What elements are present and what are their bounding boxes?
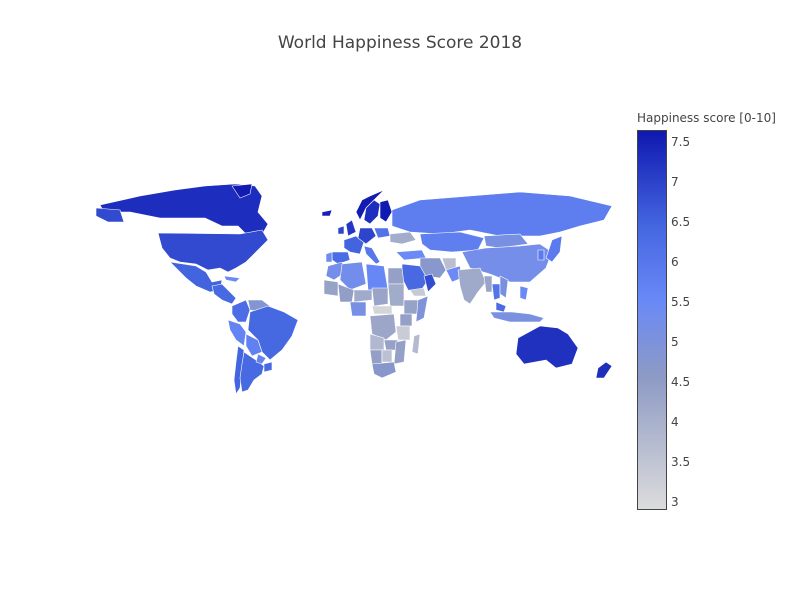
country-ethiopia[interactable]: Ethiopia: 4.35 — [403, 299, 419, 315]
country-central-african-republic[interactable]: Central African Republic: 3.08 — [371, 305, 393, 315]
colorbar — [637, 130, 667, 510]
country-egypt[interactable]: Egypt: 4.42 — [387, 267, 405, 285]
country-greenland[interactable]: Greenland: 7.6 — [231, 183, 253, 199]
country-united-kingdom[interactable]: United Kingdom: 7.19 — [345, 219, 357, 237]
country-united-states[interactable]: United States: 6.89 — [95, 207, 269, 273]
country-paraguay[interactable]: Paraguay: 5.68 — [255, 353, 267, 365]
country-ukraine[interactable]: Ukraine: 4.1 — [389, 231, 417, 245]
country-tanzania[interactable]: Tanzania: 3.3 — [395, 325, 411, 341]
colorbar-tick: 3.5 — [671, 455, 691, 469]
country-bolivia[interactable]: Bolivia: 5.75 — [245, 333, 263, 357]
country-iceland[interactable]: Iceland: 7.5 — [321, 209, 333, 217]
country-vietnam[interactable]: Vietnam: 5.1 — [499, 275, 509, 299]
country-dr-congo[interactable]: DR Congo: 4.25 — [369, 313, 397, 341]
country-malaysia[interactable]: Malaysia: 6.32 — [495, 301, 507, 313]
country-sweden[interactable]: Sweden: 7.31 — [363, 199, 381, 225]
country-japan[interactable]: Japan: 5.92 — [545, 235, 563, 263]
country-new-zealand[interactable]: New Zealand: 7.32 — [595, 361, 613, 379]
country-cuba[interactable]: Cuba: 5.5 — [223, 275, 241, 283]
country-indonesia[interactable]: Indonesia: 5.09 — [489, 311, 545, 323]
country-kenya[interactable]: Kenya: 4.41 — [399, 313, 413, 327]
country-sudan[interactable]: Sudan: 4.14 — [387, 283, 405, 307]
colorbar-title: Happiness score [0-10] — [637, 111, 776, 125]
country-libya[interactable]: Libya: 5.57 — [365, 263, 389, 291]
colorbar-tick: 4 — [671, 415, 679, 429]
country-india[interactable]: India: 4.19 — [457, 267, 487, 305]
colorbar-tick: 7 — [671, 175, 679, 189]
colorbar-tick: 6.5 — [671, 215, 691, 229]
country-brazil[interactable]: Brazil: 6.42 — [247, 305, 299, 361]
country-mauritania[interactable]: Mauritania: 4.36 — [323, 279, 339, 297]
country-guatemala[interactable]: Guatemala: 6.38 — [211, 283, 237, 305]
country-nigeria[interactable]: Nigeria: 5.16 — [349, 301, 367, 317]
colorbar-tick: 7.5 — [671, 135, 691, 149]
country-ireland[interactable]: Ireland: 6.98 — [337, 225, 345, 235]
colorbar-tick: 5.5 — [671, 295, 691, 309]
colorbar-tick: 3 — [671, 495, 679, 509]
country-yemen[interactable]: Yemen: 3.36 — [409, 287, 427, 297]
country-uruguay[interactable]: Uruguay: 6.38 — [263, 361, 273, 373]
country-thailand[interactable]: Thailand: 6.07 — [491, 283, 501, 301]
country-mozambique[interactable]: Mozambique: 4.42 — [393, 339, 407, 365]
country-niger[interactable]: Niger: 4.17 — [353, 289, 373, 303]
country-morocco[interactable]: Morocco: 5.25 — [325, 261, 347, 281]
colorbar-tick: 5 — [671, 335, 679, 349]
country-germany[interactable]: Germany: 6.97 — [357, 227, 377, 245]
country-france[interactable]: France: 6.49 — [343, 235, 365, 255]
map-title: World Happiness Score 2018 — [277, 33, 523, 53]
country-poland[interactable]: Poland: 6.12 — [373, 227, 391, 239]
country-norway[interactable]: Norway: 7.59 — [355, 189, 385, 221]
colorbar-tick: 4.5 — [671, 375, 691, 389]
country-kazakhstan[interactable]: Kazakhstan: 5.79 — [419, 231, 485, 253]
country-philippines[interactable]: Philippines: 5.52 — [519, 285, 529, 301]
country-colombia[interactable]: Colombia: 6.26 — [231, 299, 251, 323]
country-chad[interactable]: Chad: 4.3 — [371, 287, 389, 307]
country-australia[interactable]: Australia: 7.27 — [515, 325, 579, 369]
country-mongolia[interactable]: Mongolia: 5.13 — [483, 233, 529, 249]
country-south-africa[interactable]: South Africa: 4.72 — [371, 361, 397, 379]
country-peru[interactable]: Peru: 5.66 — [227, 319, 247, 347]
colorbar-ticks: 3 3.5 4 4.5 5 5.5 6 6.5 7 7.5 — [668, 130, 708, 510]
country-canada[interactable]: Canada: 7.33 — [99, 183, 269, 239]
country-finland[interactable]: Finland: 7.63 — [379, 199, 393, 223]
country-algeria[interactable]: Algeria: 5.3 — [339, 261, 367, 291]
country-madagascar[interactable]: Madagascar: 3.77 — [411, 333, 421, 355]
country-myanmar[interactable]: Myanmar: 4.31 — [483, 275, 493, 293]
country-korea[interactable]: Korea: 5.88 — [537, 249, 545, 261]
country-oman[interactable]: Oman: 6.85 — [423, 273, 437, 293]
country-russia[interactable]: Russia: 5.81 — [391, 191, 613, 237]
country-china[interactable]: China: 5.25 — [461, 243, 553, 283]
country-botswana[interactable]: Botswana: 3.59 — [381, 349, 393, 363]
country-somalia[interactable]: Somalia: 4.98 — [415, 295, 429, 323]
country-italy[interactable]: Italy: 6 — [363, 245, 381, 265]
country-portugal[interactable]: Portugal: 5.41 — [325, 251, 333, 263]
colorbar-tick: 6 — [671, 255, 679, 269]
